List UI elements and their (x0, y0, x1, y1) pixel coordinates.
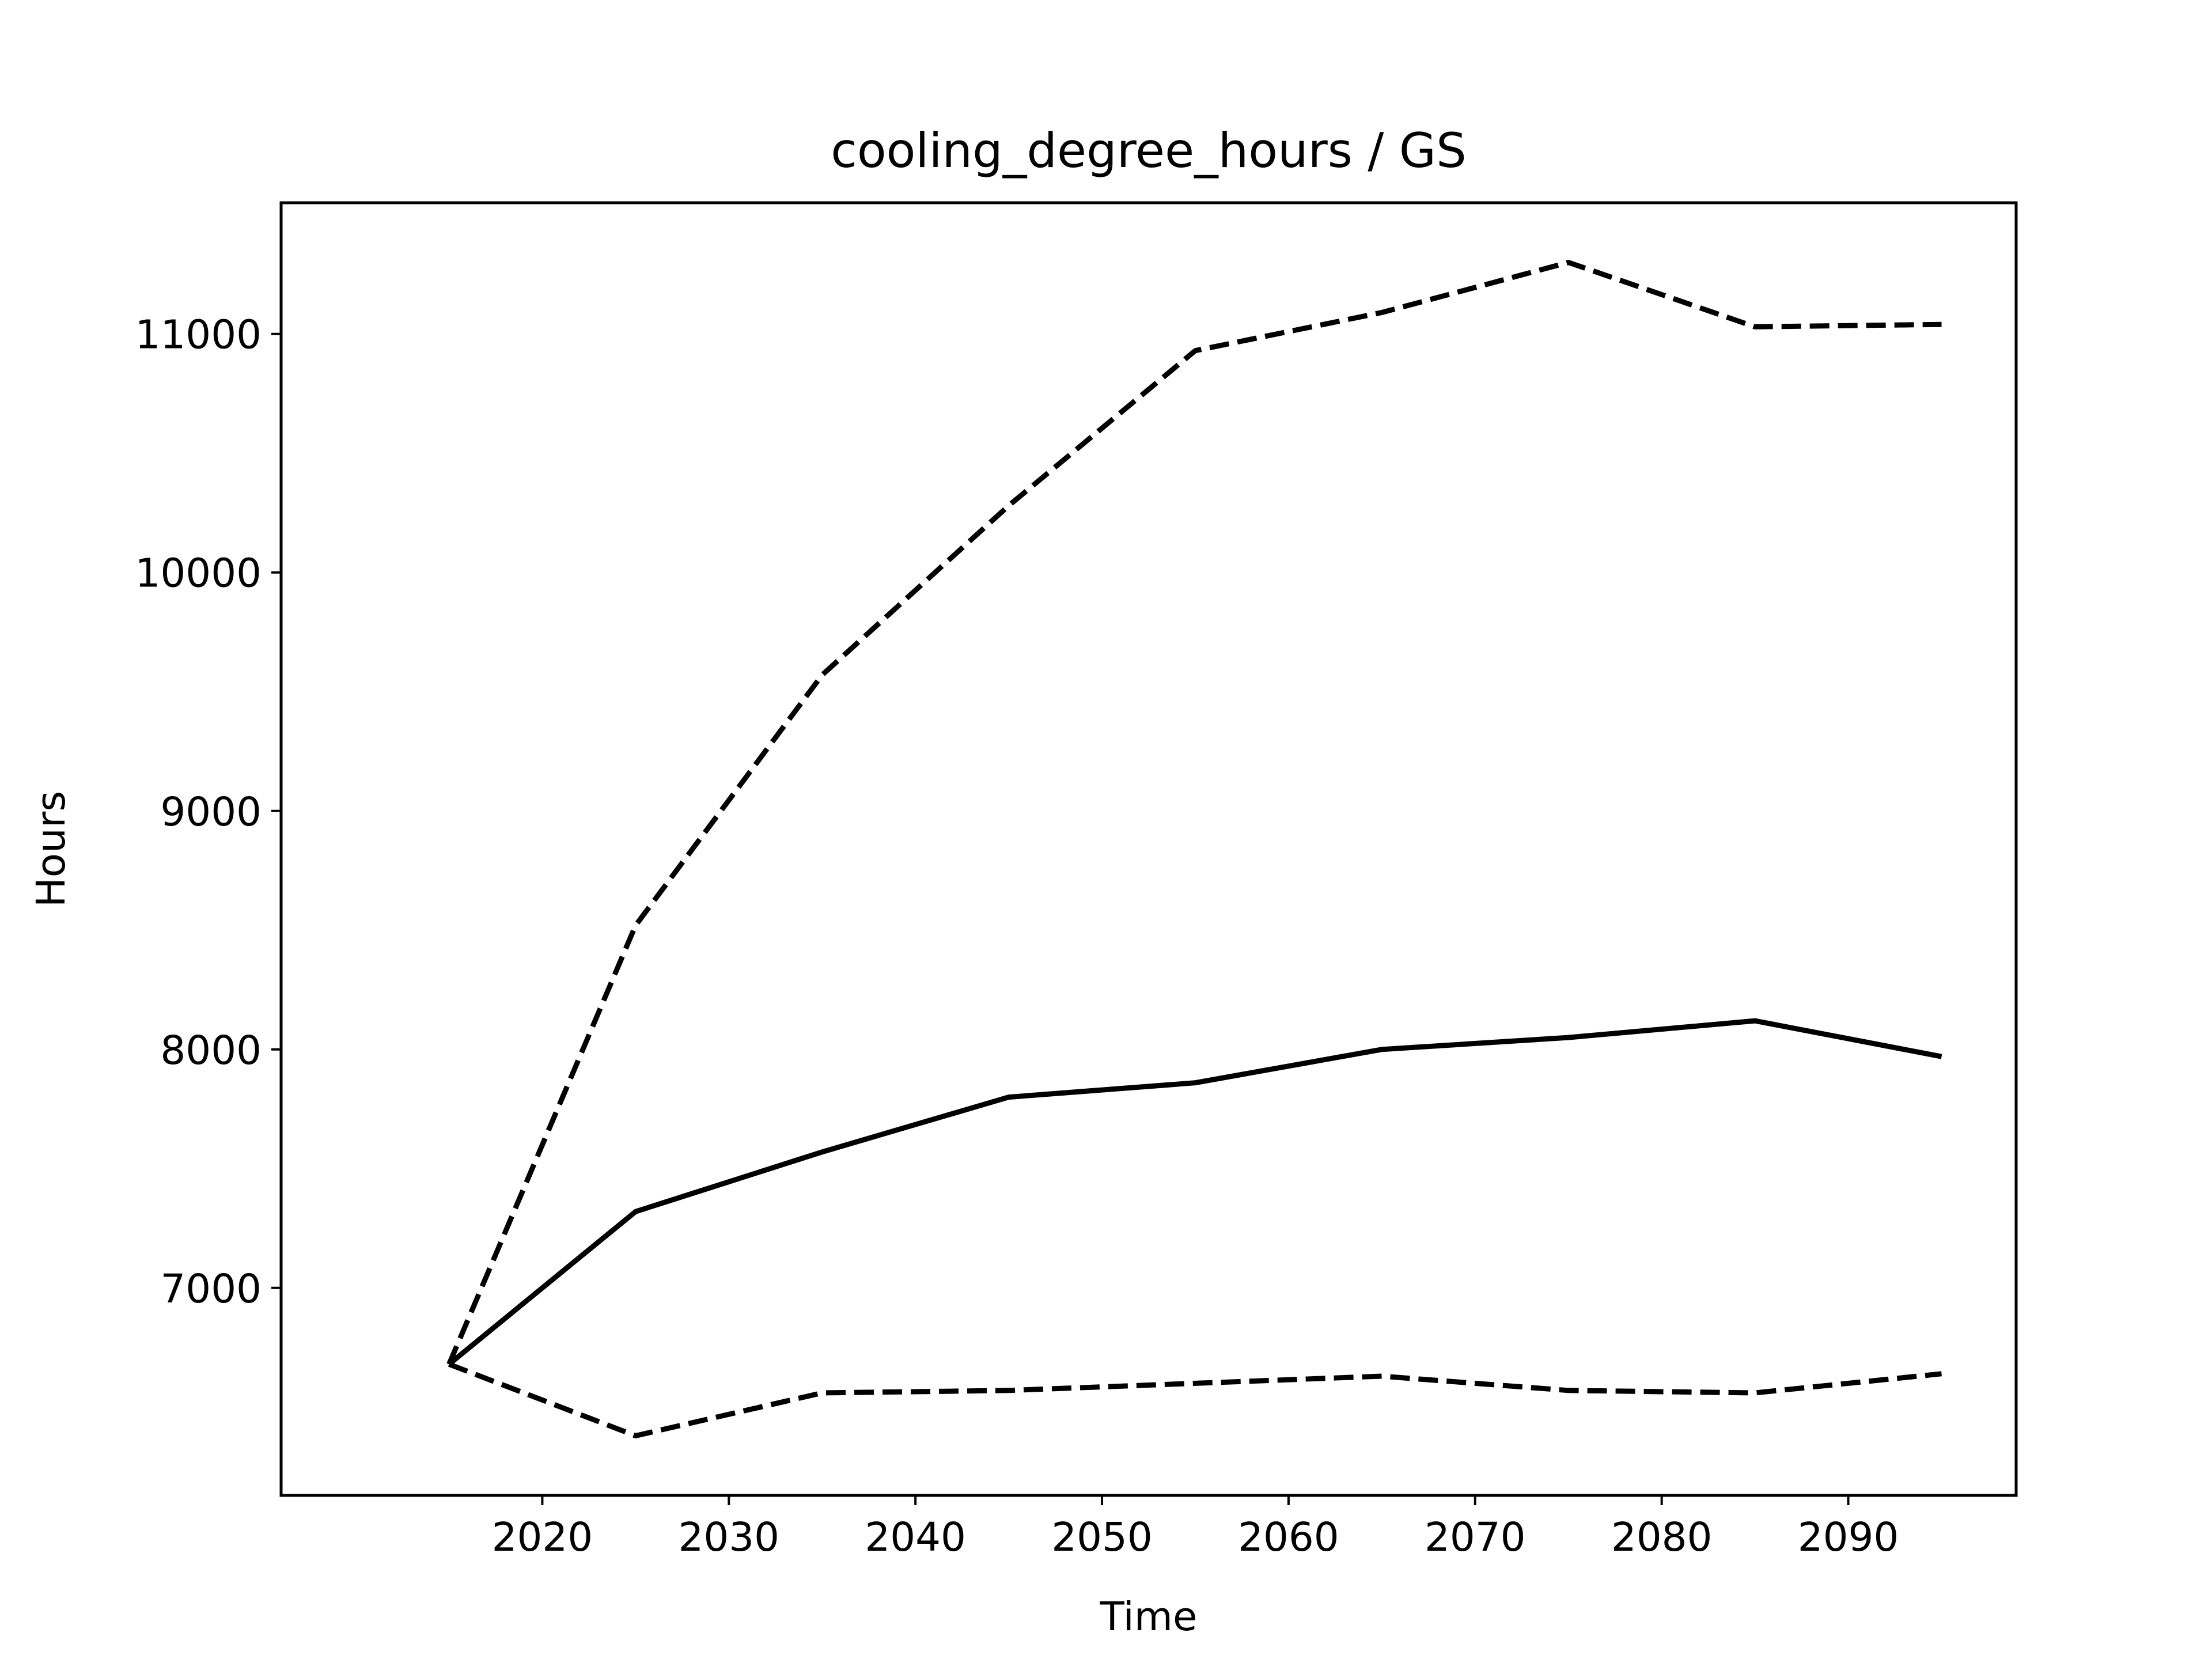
x-tick-label: 2030 (678, 1514, 779, 1560)
y-tick-label: 10000 (135, 551, 262, 597)
y-tick-label: 9000 (160, 789, 262, 835)
plot-frame (279, 201, 2018, 1497)
x-axis-label: Time (1100, 1594, 1198, 1640)
x-tick-label: 2020 (492, 1514, 593, 1560)
x-tick-label: 2050 (1051, 1514, 1153, 1560)
y-axis-label: Hours (28, 791, 74, 907)
series-line-3 (448, 1362, 1942, 1438)
y-tick-label: 8000 (160, 1028, 262, 1074)
y-tick-label: 11000 (135, 312, 262, 358)
x-axis-ticks: 2020 2030 2040 2050 2060 2070 2080 2090 (492, 1495, 1899, 1560)
series-layer (446, 260, 1942, 1438)
x-tick-label: 2070 (1425, 1514, 1526, 1560)
x-tick-label: 2080 (1611, 1514, 1713, 1560)
chart-title: cooling_degree_hours / GS (831, 123, 1467, 179)
y-axis-ticks: 7000 8000 9000 10000 11000 (135, 312, 281, 1312)
x-tick-label: 2040 (865, 1514, 966, 1560)
y-tick-label: 7000 (160, 1266, 262, 1312)
series-line-1 (447, 1018, 1942, 1366)
series-line-2 (446, 260, 1942, 1366)
x-tick-label: 2060 (1238, 1514, 1339, 1560)
x-tick-label: 2090 (1798, 1514, 1899, 1560)
